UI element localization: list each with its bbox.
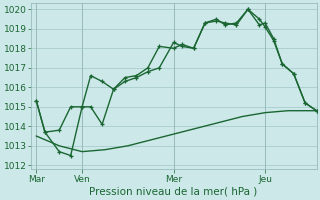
X-axis label: Pression niveau de la mer( hPa ): Pression niveau de la mer( hPa ) [90, 187, 258, 197]
